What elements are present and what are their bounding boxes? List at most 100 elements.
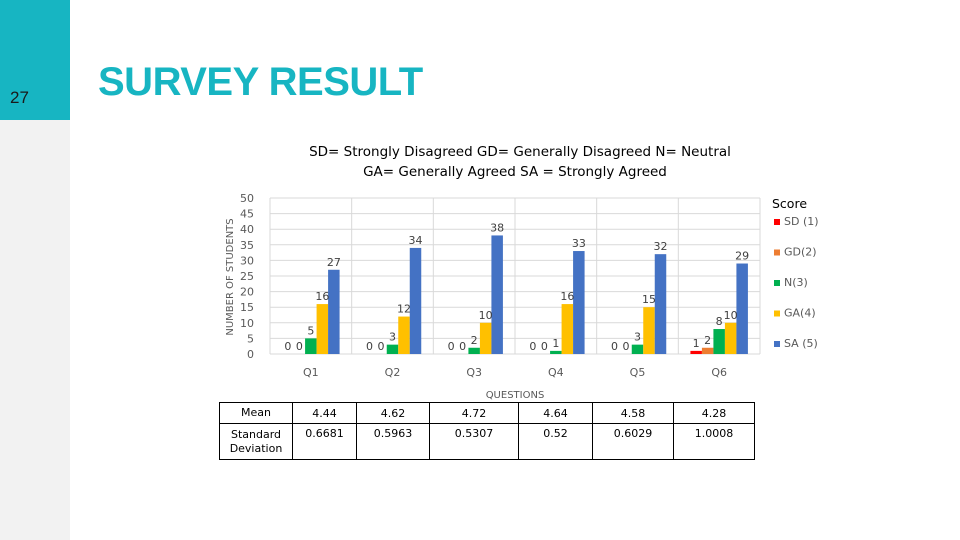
- legend-swatch: [774, 280, 780, 286]
- data-label: 38: [490, 221, 504, 234]
- y-tick-label: 0: [247, 348, 254, 361]
- y-tick-label: 45: [240, 208, 254, 221]
- bar: [736, 263, 748, 354]
- mean-row: Mean 4.44 4.62 4.72 4.64 4.58 4.28: [219, 402, 755, 424]
- data-label: 0: [448, 340, 455, 353]
- data-label: 16: [315, 290, 329, 303]
- data-label: 3: [634, 331, 641, 344]
- std-cell: 0.52: [518, 423, 593, 460]
- mean-cell: 4.64: [518, 402, 593, 424]
- y-tick-label: 15: [240, 301, 254, 314]
- data-label: 27: [327, 256, 341, 269]
- bar: [479, 322, 492, 354]
- bar: [713, 329, 725, 354]
- y-tick-labels: 0 5 10 15 20 25 30 35 40 45 50: [240, 192, 254, 361]
- data-label: 29: [735, 250, 749, 263]
- std-row: Standard Deviation 0.6681 0.5963 0.5307 0…: [219, 423, 755, 460]
- bar: [305, 338, 317, 354]
- stats-table: Mean 4.44 4.62 4.72 4.64 4.58 4.28 Stand…: [219, 402, 755, 460]
- x-tick-label: Q1: [303, 366, 319, 379]
- bar: [561, 304, 574, 354]
- std-label: Standard Deviation: [219, 423, 293, 460]
- y-tick-label: 35: [240, 239, 254, 252]
- mean-label: Mean: [219, 402, 293, 424]
- bar: [550, 350, 562, 354]
- x-tick-label: Q6: [711, 366, 727, 379]
- data-label: 32: [654, 240, 668, 253]
- data-label: 33: [572, 237, 586, 250]
- bar: [328, 269, 340, 354]
- legend-swatch: [774, 341, 780, 347]
- data-label: 0: [529, 340, 536, 353]
- data-label: 1: [693, 337, 700, 350]
- bar: [643, 307, 655, 354]
- std-cell: 0.5307: [429, 423, 519, 460]
- std-cell: 0.5963: [356, 423, 430, 460]
- y-tick-label: 30: [240, 254, 254, 267]
- data-label: 34: [409, 234, 423, 247]
- legend-swatch: [774, 249, 780, 256]
- bar: [468, 347, 480, 354]
- bar: [398, 316, 410, 354]
- y-tick-label: 40: [240, 223, 254, 236]
- legend: SD (1) GD(2) N(3) GA(4) SA (5): [774, 215, 819, 350]
- data-label: 2: [704, 334, 711, 347]
- mean-cell: 4.62: [356, 402, 430, 424]
- y-tick-label: 10: [240, 317, 254, 330]
- std-cell: 1.0008: [673, 423, 755, 460]
- bar: [409, 247, 422, 354]
- bar: [386, 344, 399, 354]
- data-label: 0: [459, 340, 466, 353]
- mean-cell: 4.72: [429, 402, 519, 424]
- bar: [316, 304, 329, 354]
- slide-number: 27: [10, 88, 29, 107]
- std-label-line-2: Deviation: [229, 441, 283, 455]
- bar: [491, 235, 503, 354]
- x-tick-label: Q2: [385, 366, 401, 379]
- legend-label: SD (1): [784, 215, 819, 228]
- chart-subtitle: GA= Generally Agreed SA = Strongly Agree…: [363, 164, 667, 180]
- std-cell: 0.6681: [292, 423, 357, 460]
- x-tick-label: Q3: [466, 366, 482, 379]
- x-tick-label: Q4: [548, 366, 564, 379]
- mean-cell: 4.44: [292, 402, 357, 424]
- data-label: 0: [296, 340, 303, 353]
- bar: [690, 350, 702, 354]
- y-axis-label: NUMBER OF STUDENTS: [225, 218, 236, 335]
- std-label-line-1: Standard: [230, 427, 282, 441]
- data-label: 0: [611, 340, 618, 353]
- bars: [305, 235, 748, 354]
- legend-label: GD(2): [784, 246, 817, 259]
- data-label: 12: [397, 303, 411, 316]
- data-label: 16: [560, 290, 574, 303]
- slide-number-box: [0, 0, 70, 120]
- legend-swatch: [774, 310, 780, 317]
- mean-cell: 4.58: [592, 402, 674, 424]
- legend-label: GA(4): [784, 307, 816, 320]
- mean-cell: 4.28: [673, 402, 755, 424]
- x-tick-labels: Q1 Q2 Q3 Q4 Q5 Q6: [303, 366, 727, 379]
- y-tick-label: 50: [240, 192, 254, 205]
- data-label: 15: [642, 293, 656, 306]
- y-tick-label: 20: [240, 286, 254, 299]
- slide-title: SURVEY RESULT: [98, 60, 423, 104]
- std-cell: 0.6029: [592, 423, 674, 460]
- x-axis-label: QUESTIONS: [486, 390, 545, 401]
- data-label: 1: [552, 337, 559, 350]
- bar: [631, 344, 644, 354]
- grid-lines: [269, 197, 761, 355]
- bar: [573, 251, 585, 354]
- y-tick-label: 5: [247, 332, 254, 345]
- x-tick-label: Q5: [630, 366, 646, 379]
- legend-swatch: [774, 219, 780, 225]
- data-label: 0: [366, 340, 373, 353]
- data-label: 0: [378, 340, 385, 353]
- bar: [701, 347, 714, 354]
- data-label: 10: [724, 309, 738, 322]
- data-label: 0: [623, 340, 630, 353]
- legend-label: N(3): [784, 276, 808, 289]
- chart-title: SD= Strongly Disagreed GD= Generally Dis…: [309, 144, 731, 160]
- legend-label: SA (5): [784, 337, 818, 350]
